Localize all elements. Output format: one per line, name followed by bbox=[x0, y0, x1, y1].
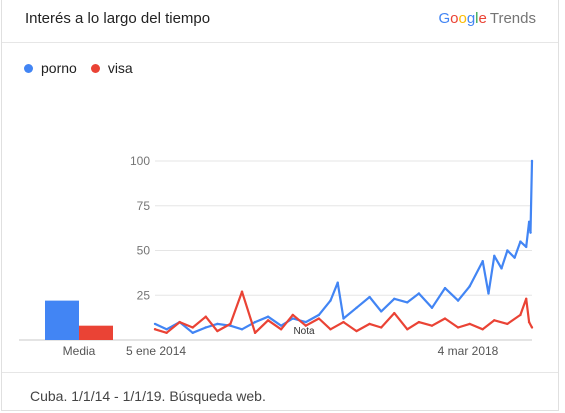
card-footer: Cuba. 1/1/14 - 1/1/19. Búsqueda web. bbox=[2, 372, 558, 411]
data-point-visa bbox=[229, 322, 232, 326]
data-point-visa bbox=[204, 315, 207, 318]
data-point-visa bbox=[519, 313, 522, 317]
data-point-visa bbox=[279, 328, 283, 331]
data-point-visa bbox=[380, 326, 383, 329]
data-point-porno bbox=[368, 295, 371, 299]
data-point-visa bbox=[216, 329, 219, 333]
data-point-visa bbox=[304, 324, 307, 327]
note-label: Nota bbox=[293, 326, 315, 337]
data-point-porno bbox=[493, 254, 496, 258]
legend-dot-visa bbox=[90, 63, 100, 73]
data-point-porno bbox=[380, 310, 383, 313]
data-point-porno bbox=[216, 322, 219, 326]
y-tick-label: 75 bbox=[137, 199, 151, 213]
data-point-porno bbox=[279, 324, 283, 327]
data-point-visa bbox=[417, 320, 421, 324]
data-point-porno bbox=[253, 320, 257, 324]
data-point-porno bbox=[487, 292, 490, 295]
data-point-porno bbox=[530, 159, 534, 163]
data-point-visa bbox=[355, 329, 358, 333]
data-point-porno bbox=[417, 292, 421, 295]
data-point-visa bbox=[468, 322, 471, 326]
data-point-visa bbox=[253, 331, 257, 335]
data-point-visa bbox=[317, 317, 321, 320]
y-tick-label: 100 bbox=[130, 154, 150, 168]
data-point-porno bbox=[153, 322, 157, 326]
data-point-porno bbox=[456, 299, 460, 302]
legend-item-porno[interactable]: porno bbox=[24, 60, 77, 76]
data-point-visa bbox=[240, 290, 244, 293]
google-trends-logo: Google Trends bbox=[438, 10, 536, 27]
data-point-visa bbox=[393, 311, 396, 315]
data-point-porno bbox=[191, 331, 194, 335]
data-point-visa bbox=[368, 322, 371, 326]
data-point-visa bbox=[291, 313, 294, 317]
data-point-porno bbox=[406, 301, 409, 304]
data-point-porno bbox=[481, 260, 484, 263]
data-point-visa bbox=[153, 328, 157, 331]
legend-dot-porno bbox=[24, 63, 33, 73]
data-point-visa bbox=[178, 320, 181, 324]
data-point-porno bbox=[430, 306, 434, 309]
data-point-porno bbox=[317, 313, 321, 317]
data-point-visa bbox=[443, 317, 447, 320]
card-header: Interés a lo largo del tiempo Google Tren… bbox=[2, 0, 558, 43]
legend-label-porno: porno bbox=[41, 60, 77, 76]
data-point-porno bbox=[513, 256, 516, 259]
data-point-porno bbox=[500, 267, 503, 270]
trend-chart[interactable]: 25 50 75 100 Media 5 ene 2014 4 mar 2018 Nota bbox=[2, 0, 558, 372]
data-point-visa bbox=[165, 331, 168, 335]
data-point-visa bbox=[191, 326, 194, 329]
data-point-porno bbox=[165, 328, 168, 331]
y-tick-label: 50 bbox=[137, 244, 151, 258]
data-point-porno bbox=[519, 240, 522, 243]
data-point-porno bbox=[204, 326, 207, 329]
brand-trends-label: Trends bbox=[489, 10, 536, 27]
data-point-porno bbox=[291, 317, 294, 320]
footer-summary: Cuba. 1/1/14 - 1/1/19. Búsqueda web. bbox=[30, 388, 266, 404]
y-tick-label: 25 bbox=[137, 288, 151, 302]
data-point-visa bbox=[342, 320, 345, 324]
average-bar-porno bbox=[45, 300, 79, 340]
data-point-visa bbox=[530, 326, 534, 329]
data-point-porno bbox=[525, 245, 528, 249]
data-point-visa bbox=[430, 324, 434, 327]
data-point-porno bbox=[443, 286, 447, 290]
data-point-porno bbox=[240, 328, 244, 331]
x-tick-label: 4 mar 2018 bbox=[438, 344, 499, 358]
x-tick-label: 5 ene 2014 bbox=[126, 344, 186, 358]
legend-item-visa[interactable]: visa bbox=[90, 60, 133, 76]
data-point-porno bbox=[529, 231, 532, 234]
legend: porno visa bbox=[24, 60, 147, 76]
data-point-porno bbox=[336, 281, 339, 284]
data-point-porno bbox=[355, 306, 358, 309]
data-point-porno bbox=[393, 297, 396, 301]
chart-title: Interés a lo largo del tiempo bbox=[25, 10, 211, 27]
data-point-porno bbox=[468, 285, 471, 288]
average-bar-visa bbox=[79, 325, 113, 340]
data-point-porno bbox=[506, 249, 509, 252]
data-point-visa bbox=[406, 328, 409, 331]
data-point-porno bbox=[304, 320, 307, 324]
data-point-porno bbox=[266, 315, 270, 318]
series-line-porno bbox=[154, 160, 534, 334]
data-point-visa bbox=[527, 320, 531, 324]
legend-label-visa: visa bbox=[107, 60, 133, 76]
data-point-porno bbox=[329, 299, 332, 302]
data-point-visa bbox=[525, 297, 528, 301]
average-label: Media bbox=[63, 344, 96, 358]
data-point-visa bbox=[329, 328, 332, 331]
data-point-porno bbox=[527, 220, 531, 224]
data-point-visa bbox=[506, 322, 509, 326]
data-point-visa bbox=[481, 328, 484, 331]
data-point-visa bbox=[456, 326, 460, 329]
data-point-porno bbox=[342, 317, 345, 320]
data-point-visa bbox=[266, 319, 270, 322]
data-point-visa bbox=[493, 319, 496, 322]
